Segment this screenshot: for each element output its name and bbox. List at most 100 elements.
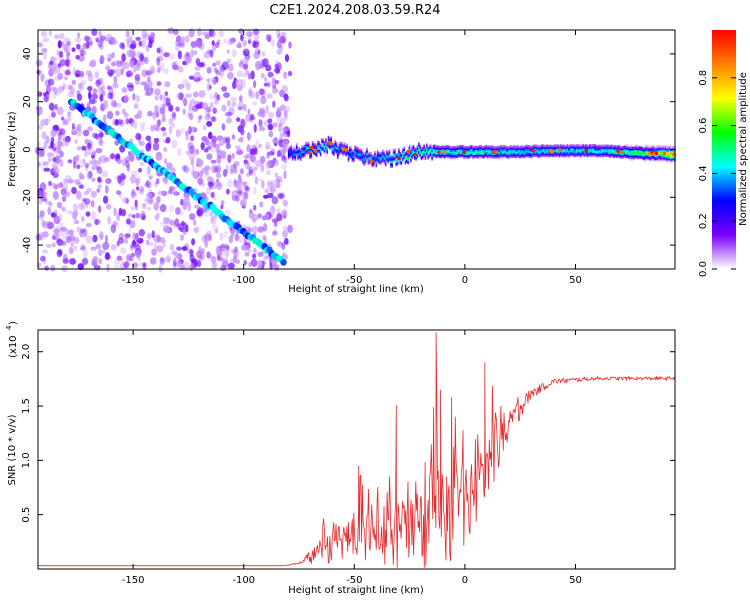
signal-cell [504,151,506,155]
noise-speck [237,190,243,195]
signal-cell [607,144,610,147]
signal-cell [582,143,585,147]
noise-speck [97,184,103,189]
signal-cell [639,146,642,149]
noise-speck [268,130,274,138]
signal-cell [290,153,293,156]
noise-speck [193,226,200,233]
noise-speck [283,116,289,121]
noise-speck [201,234,207,243]
signal-cell [428,150,431,153]
noise-speck [80,48,85,57]
noise-speck [239,95,243,102]
noise-speck [214,99,219,105]
spectrogram-x-label: Height of straight line (km) [288,284,424,295]
signal-cell [585,147,587,150]
signal-cell [428,148,431,152]
signal-cell [509,155,512,158]
noise-speck [283,170,287,179]
signal-cell [609,147,611,150]
signal-cell [562,154,565,157]
noise-speck [198,115,203,120]
signal-cell [294,153,297,156]
signal-cell [307,148,310,151]
signal-cell [337,150,339,153]
signal-cell [606,146,608,149]
signal-cell [451,151,453,154]
signal-cell [445,151,448,155]
signal-cell [334,150,336,153]
signal-cell [319,144,322,147]
noise-speck [242,40,247,47]
signal-cell [545,149,547,153]
signal-cell [571,145,574,148]
signal-cell [637,145,639,148]
signal-cell [321,145,323,148]
noise-speck [210,216,217,225]
snr-frame [37,329,676,570]
signal-cell [309,156,311,159]
signal-cell [489,151,492,154]
noise-speck [59,32,65,40]
signal-cell [433,151,436,154]
signal-cell [384,154,387,157]
signal-cell [591,154,594,157]
signal-cell [379,159,382,162]
signal-cell [667,149,670,152]
signal-cell [541,147,543,150]
signal-cell [371,161,374,165]
signal-cell [537,153,539,157]
signal-cell [505,151,508,154]
signal-cell [472,156,474,159]
signal-cell [364,152,367,156]
signal-cell [540,148,542,151]
noise-speck [59,150,64,158]
colorbar-tick-label: 0.2 [698,213,709,229]
signal-cell [379,160,382,164]
noise-speck [253,247,257,253]
signal-cell [398,148,400,151]
signal-cell [468,152,470,156]
signal-cell [394,157,396,160]
noise-speck [220,200,225,206]
noise-speck [158,62,165,72]
noise-speck [281,153,285,162]
signal-cell [375,165,378,168]
signal-cell [476,152,478,155]
noise-speck [99,55,105,63]
signal-cell [330,138,332,141]
signal-cell [427,152,429,155]
signal-cell [609,150,611,153]
signal-cell [339,151,342,154]
signal-cell [424,150,427,154]
signal-cell [479,150,481,153]
signal-cell [633,155,635,158]
noise-speck [91,93,98,100]
noise-speck [163,96,167,105]
signal-cell [656,155,659,158]
signal-cell [383,161,386,164]
signal-cell [498,152,501,156]
noise-speck [240,168,244,175]
signal-cell [569,147,571,150]
signal-cell [362,151,364,155]
signal-cell [573,151,575,154]
signal-cell [468,154,470,157]
signal-cell [560,145,562,148]
signal-cell [579,146,582,150]
noise-speck [76,146,82,151]
signal-cell [609,148,611,152]
noise-speck [121,53,126,62]
signal-cell [614,146,616,150]
signal-cell [451,146,453,149]
signal-cell [386,159,388,163]
signal-cell [532,155,534,158]
noise-speck [157,68,161,74]
signal-cell [545,144,547,148]
signal-cell [298,148,301,151]
signal-cell [652,154,655,158]
signal-cell [583,146,586,149]
signal-cell [441,147,444,150]
signal-cell [404,155,407,158]
signal-cell [540,144,542,148]
